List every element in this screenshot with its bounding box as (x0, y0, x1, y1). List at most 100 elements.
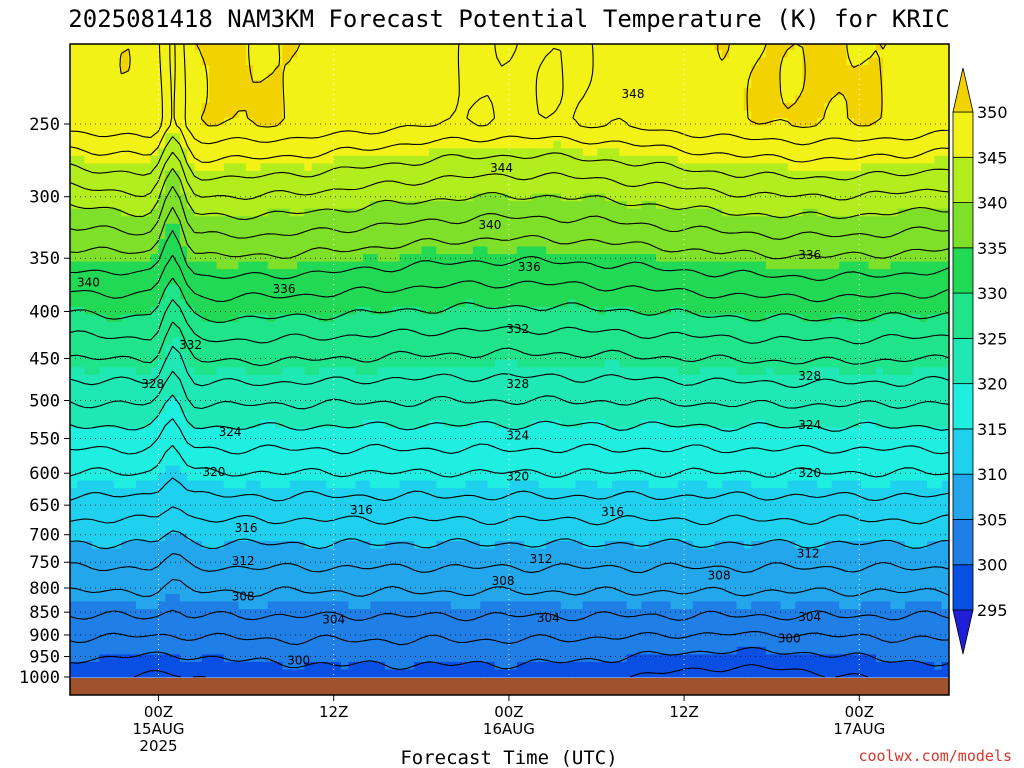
band-cell (289, 87, 298, 97)
band-cell (634, 276, 642, 285)
band-cell (824, 261, 833, 270)
band-cell (494, 44, 503, 51)
band-cell (905, 57, 913, 66)
band-cell (392, 44, 401, 51)
band-cell (421, 57, 430, 66)
band-cell (824, 201, 833, 210)
band-cell (121, 133, 130, 142)
band-cell (341, 110, 349, 119)
band-cell (311, 329, 320, 338)
band-cell (912, 238, 921, 248)
band-cell (414, 186, 423, 195)
band-cell (150, 155, 159, 164)
band-cell (780, 163, 789, 172)
band-cell (759, 35, 767, 43)
band-cell (304, 344, 313, 353)
band-cell (319, 276, 327, 285)
band-cell (714, 125, 723, 134)
band-cell (458, 254, 467, 263)
band-cell (773, 155, 782, 164)
band-cell (685, 110, 694, 119)
band-cell (648, 57, 657, 66)
band-cell (201, 186, 210, 195)
band-cell (656, 102, 664, 112)
band-cell (165, 337, 174, 346)
band-cell (260, 344, 269, 353)
band-cell (604, 178, 613, 187)
band-cell (692, 291, 701, 300)
band-cell (106, 329, 115, 338)
band-cell (406, 72, 415, 81)
band-cell (106, 44, 115, 51)
band-cell (736, 155, 745, 164)
band-cell (70, 140, 78, 149)
band-cell (282, 186, 291, 195)
band-cell (399, 208, 408, 217)
band-cell (743, 269, 752, 278)
band-cell (91, 337, 100, 346)
band-cell (502, 193, 511, 202)
band-cell (99, 231, 108, 240)
band-cell (106, 80, 115, 89)
band-cell (458, 140, 467, 149)
band-cell (77, 284, 86, 293)
band-cell (575, 65, 584, 74)
band-cell (516, 50, 525, 59)
band-cell (568, 57, 577, 66)
band-cell (128, 291, 137, 300)
band-cell (494, 306, 503, 316)
band-cell (656, 337, 664, 346)
band-cell (758, 201, 767, 210)
band-cell (157, 223, 166, 232)
band-cell (443, 337, 452, 346)
band-cell (531, 223, 540, 232)
band-cell (84, 178, 93, 187)
band-cell (758, 155, 767, 164)
band-cell (384, 193, 393, 202)
band-cell (480, 231, 489, 240)
band-cell (590, 87, 598, 97)
band-cell (787, 170, 796, 180)
band-cell (626, 314, 635, 323)
band-cell (875, 125, 884, 134)
band-cell (465, 314, 474, 323)
band-cell (692, 148, 701, 157)
band-cell (509, 223, 518, 232)
band-cell (685, 276, 694, 285)
band-cell (472, 269, 481, 278)
band-cell (927, 208, 935, 217)
band-cell (326, 72, 335, 81)
band-cell (612, 269, 620, 278)
band-cell (692, 50, 701, 59)
band-cell (853, 170, 862, 180)
band-cell (194, 231, 203, 240)
band-cell (597, 238, 606, 248)
band-cell (77, 337, 86, 346)
band-cell (135, 118, 144, 127)
band-cell (861, 170, 870, 180)
band-cell (99, 291, 108, 300)
band-cell (341, 223, 349, 232)
band-cell (319, 238, 327, 248)
band-cell (135, 186, 144, 195)
band-cell (377, 322, 386, 331)
band-cell (861, 223, 870, 232)
band-cell (223, 216, 232, 225)
band-cell (875, 329, 884, 338)
band-cell (743, 178, 752, 187)
band-cell (604, 337, 613, 346)
band-cell (304, 35, 312, 43)
band-cell (809, 314, 818, 323)
band-cell (707, 163, 716, 172)
band-cell (392, 133, 401, 142)
band-cell (736, 140, 745, 149)
band-cell (934, 35, 942, 43)
band-cell (465, 140, 474, 149)
band-cell (509, 102, 518, 112)
band-cell (670, 102, 679, 112)
band-cell (919, 337, 928, 346)
band-cell (282, 223, 291, 232)
band-cell (304, 72, 313, 81)
band-cell (890, 87, 899, 97)
band-cell (428, 231, 437, 240)
